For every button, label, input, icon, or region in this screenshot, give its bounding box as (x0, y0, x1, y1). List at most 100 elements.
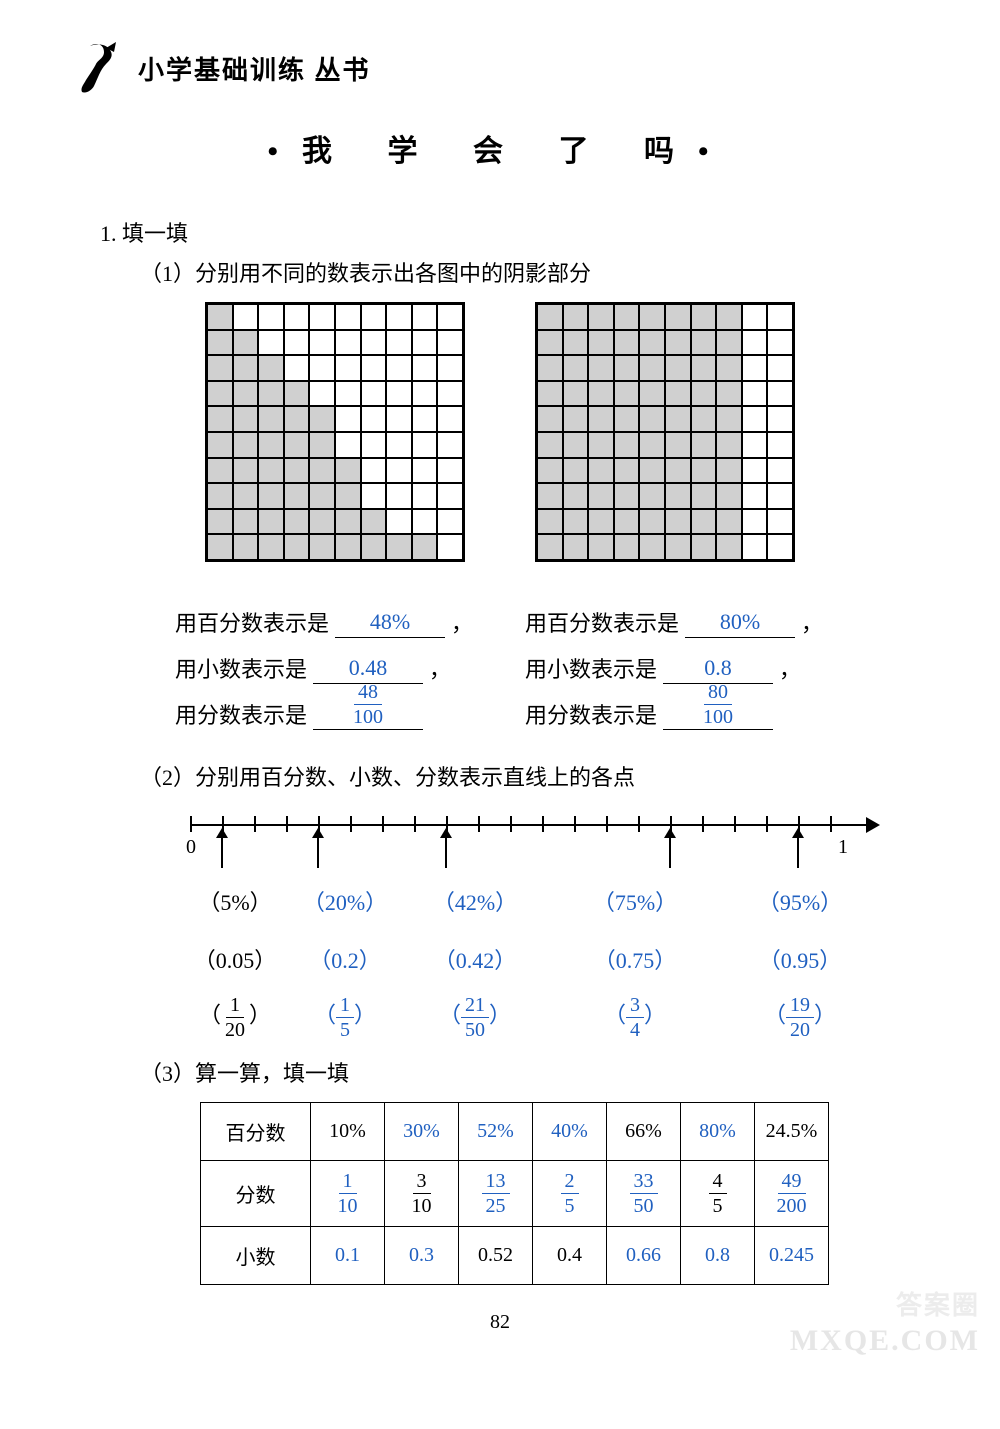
grid-cell (284, 304, 310, 330)
grid-cell (284, 509, 310, 535)
grid-cell (437, 458, 463, 484)
numline-tick (478, 816, 480, 832)
grid-cell (716, 355, 742, 381)
numline-pointer (440, 828, 452, 868)
grid-cell (412, 483, 438, 509)
right-answers: 用百分数表示是 80% ， 用小数表示是 0.8 ， 用分数表示是 80100 (525, 598, 825, 736)
grid-cell (716, 406, 742, 432)
grid-cell (284, 534, 310, 560)
grid-cell (233, 406, 259, 432)
table3-wrap: 百分数10%30%52%40%66%80%24.5%分数110310132525… (200, 1102, 940, 1285)
grid-cell (335, 509, 361, 535)
grid-cell (716, 330, 742, 356)
grid-cell (361, 534, 387, 560)
mascot-icon (70, 40, 126, 96)
grid-cell (309, 509, 335, 535)
grid-cell (386, 330, 412, 356)
grid-cell (309, 534, 335, 560)
grid-left (205, 302, 465, 562)
left-fraction-answer: 48100 (313, 682, 423, 730)
table-cell: 110 (311, 1161, 385, 1227)
grid-cell (691, 355, 717, 381)
grid-cell (639, 458, 665, 484)
grid-cell (437, 355, 463, 381)
grid-cell (716, 509, 742, 535)
grid-cell (207, 330, 233, 356)
grid-cell (258, 509, 284, 535)
grid-cell (335, 304, 361, 330)
grid-cell (563, 304, 589, 330)
grid-cell (386, 406, 412, 432)
grid-cell (233, 330, 259, 356)
grid-cell (588, 304, 614, 330)
grids-row (60, 302, 940, 562)
grid-cell (691, 483, 717, 509)
grid-cell (537, 355, 563, 381)
grid-cell (386, 509, 412, 535)
grid-cell (665, 509, 691, 535)
grid-cell (537, 534, 563, 560)
series-title: 小学基础训练 丛书 (138, 50, 371, 87)
grid-cell (258, 458, 284, 484)
grid-cell (639, 304, 665, 330)
grid-cell (665, 483, 691, 509)
sub-1-label: （1）分别用不同的数表示出各图中的阴影部分 (140, 256, 940, 288)
numline-tick (542, 816, 544, 832)
grid-cell (665, 330, 691, 356)
grid-cell (588, 381, 614, 407)
numline-decimal-value: （0.05） (180, 943, 290, 975)
grid-cell (207, 432, 233, 458)
grid-cell (335, 330, 361, 356)
numline-tick (574, 816, 576, 832)
grid-cell (258, 355, 284, 381)
grid-cell (742, 355, 768, 381)
comma: ， (429, 652, 451, 684)
numline-pointer (216, 828, 228, 868)
conversion-table: 百分数10%30%52%40%66%80%24.5%分数110310132525… (200, 1102, 829, 1285)
grid-cell (361, 330, 387, 356)
grid-cell (361, 355, 387, 381)
grid-cell (691, 432, 717, 458)
right-percent-answer: 80% (685, 609, 795, 638)
grid-cell (412, 330, 438, 356)
numline-tick (606, 816, 608, 832)
grid-cell (665, 304, 691, 330)
grid-cell (614, 432, 640, 458)
grid-cell (614, 330, 640, 356)
grid-cell (716, 304, 742, 330)
numline-fraction-value: （15） (290, 995, 400, 1040)
grid-cell (335, 406, 361, 432)
numline-decimal-value: （0.75） (550, 943, 720, 975)
grid-cell (588, 432, 614, 458)
grid-cell (284, 355, 310, 381)
grid-cell (716, 534, 742, 560)
grid-cell (588, 483, 614, 509)
grid-cell (284, 458, 310, 484)
table-cell: 52% (459, 1103, 533, 1161)
grid-cell (588, 406, 614, 432)
numline-decimal-value: （0.95） (720, 943, 880, 975)
grid-cell (437, 330, 463, 356)
grid-cell (233, 534, 259, 560)
grid-cell (563, 355, 589, 381)
number-line: 0 1 (190, 806, 910, 866)
numline-fraction-value: （34） (550, 995, 720, 1040)
grid-cell (665, 406, 691, 432)
grid-cell (639, 432, 665, 458)
numline-percent-value: （75%） (550, 885, 720, 917)
left-answers: 用百分数表示是 48% ， 用小数表示是 0.48 ， 用分数表示是 48100 (175, 598, 475, 736)
grid-cell (335, 355, 361, 381)
label-fraction: 用分数表示是 (175, 698, 307, 730)
grid-cell (258, 483, 284, 509)
table-cell: 66% (607, 1103, 681, 1161)
grid-cell (537, 483, 563, 509)
grid-cell (537, 432, 563, 458)
right-fraction-answer: 80100 (663, 682, 773, 730)
grid-cell (386, 304, 412, 330)
table-row-header: 分数 (201, 1161, 311, 1227)
numline-tick (190, 816, 192, 832)
grid-cell (665, 355, 691, 381)
numline-pointer (664, 828, 676, 868)
table-cell: 0.66 (607, 1227, 681, 1285)
table-cell: 10% (311, 1103, 385, 1161)
